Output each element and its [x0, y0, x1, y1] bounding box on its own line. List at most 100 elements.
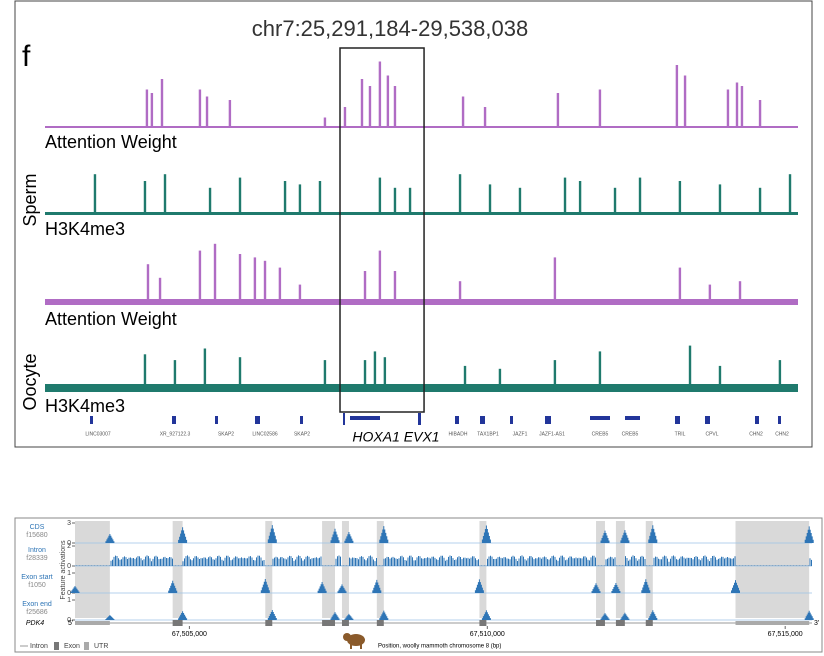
gene-label: JAZF1 — [513, 431, 528, 437]
track-name: CDS — [30, 524, 45, 531]
peak — [788, 174, 792, 215]
track-baseline — [45, 126, 798, 128]
gene-label: CREB5 — [592, 431, 609, 437]
peak — [463, 365, 467, 392]
peak — [360, 79, 364, 128]
x-axis-label: Position, woolly mammoth chromosome 8 (b… — [378, 644, 501, 650]
activation-signal — [105, 610, 814, 620]
peak — [675, 65, 679, 128]
track-feature: f28339 — [26, 555, 48, 562]
exon-block — [322, 620, 336, 626]
peak — [553, 257, 557, 305]
exon-shade — [479, 521, 487, 618]
peak — [323, 117, 327, 128]
exon-block — [265, 620, 273, 626]
peak — [458, 281, 462, 305]
peak — [378, 61, 382, 128]
utr-block — [75, 621, 110, 625]
activation-signal — [74, 555, 812, 566]
peak — [688, 345, 692, 392]
peak — [718, 365, 722, 392]
peak — [483, 107, 487, 128]
gene-label: LINC02586 — [252, 431, 278, 437]
exon-shade — [341, 521, 349, 618]
activation-signal — [105, 525, 814, 543]
track-name: Intron — [28, 547, 46, 554]
y-tick-label: 1 — [67, 597, 71, 604]
track-name: Exon start — [21, 574, 53, 581]
top-frame — [14, 0, 813, 448]
peak — [158, 277, 162, 305]
peak — [173, 360, 177, 392]
gene-label: CHN2 — [775, 431, 789, 437]
five-prime: 5' — [68, 620, 73, 627]
exon-block — [645, 620, 653, 626]
peak — [373, 351, 377, 392]
peak — [143, 354, 147, 392]
exon-block — [479, 620, 487, 626]
peak — [718, 184, 722, 215]
peak — [378, 177, 382, 215]
gene-label: CREB5 — [622, 431, 639, 437]
y-axis-label: Feature activations — [60, 540, 67, 600]
peak — [143, 181, 147, 215]
highlight-gene-label: HOXA1 EVX1 — [352, 429, 439, 445]
track-feature: f1050 — [28, 582, 46, 589]
peak — [298, 284, 302, 305]
peak — [363, 360, 367, 392]
exon-shade — [265, 521, 273, 618]
peak — [228, 100, 232, 128]
exon-shade — [75, 521, 110, 618]
y-tick-label: 3 — [67, 520, 71, 527]
exon-shade — [172, 521, 183, 618]
legend-swatch — [54, 642, 59, 650]
peak — [318, 181, 322, 215]
gene-label: TAX1BP1 — [477, 431, 499, 437]
gene-label: XR_927122.3 — [160, 431, 191, 437]
peak — [678, 181, 682, 215]
peak — [408, 187, 412, 215]
peak — [778, 360, 782, 392]
peak — [383, 357, 387, 392]
region-title: chr7:25,291,184-29,538,038 — [252, 16, 528, 41]
group-label: Oocyte — [20, 353, 40, 410]
legend-label: Exon — [64, 643, 80, 650]
peak — [758, 187, 762, 215]
y-tick-label: 2 — [67, 543, 71, 550]
utr-block — [735, 621, 810, 625]
y-tick-label: 0 — [67, 617, 71, 624]
peak — [461, 96, 465, 128]
peak — [740, 86, 744, 128]
gene-label: CPVL — [705, 431, 718, 437]
bottom-frame — [14, 517, 823, 653]
three-prime: 3' — [814, 620, 819, 627]
exon-shade — [645, 521, 653, 618]
peak — [613, 187, 617, 215]
exon-shade — [615, 521, 625, 618]
mammoth-icon — [343, 633, 365, 649]
peak — [278, 267, 282, 305]
track-baseline — [45, 212, 798, 215]
track-feature: f15680 — [26, 532, 48, 539]
track-name: Exon end — [22, 601, 52, 608]
peak — [708, 284, 712, 305]
peak — [563, 177, 567, 215]
peak — [145, 89, 149, 128]
peak — [758, 100, 762, 128]
peak — [298, 184, 302, 215]
group-label: Sperm — [20, 173, 40, 226]
peak — [238, 177, 242, 215]
peak — [518, 187, 522, 215]
exon-shade — [735, 521, 810, 618]
peak — [553, 360, 557, 392]
legend-label: Intron — [30, 643, 48, 650]
peak — [163, 174, 167, 215]
exon-block — [376, 620, 384, 626]
activation-signal — [70, 579, 740, 593]
peak — [263, 260, 267, 305]
track-label: Attention Weight — [45, 132, 177, 152]
gene-blocks — [90, 413, 781, 425]
gene-label: HIBADH — [449, 431, 468, 437]
peak — [198, 89, 202, 128]
